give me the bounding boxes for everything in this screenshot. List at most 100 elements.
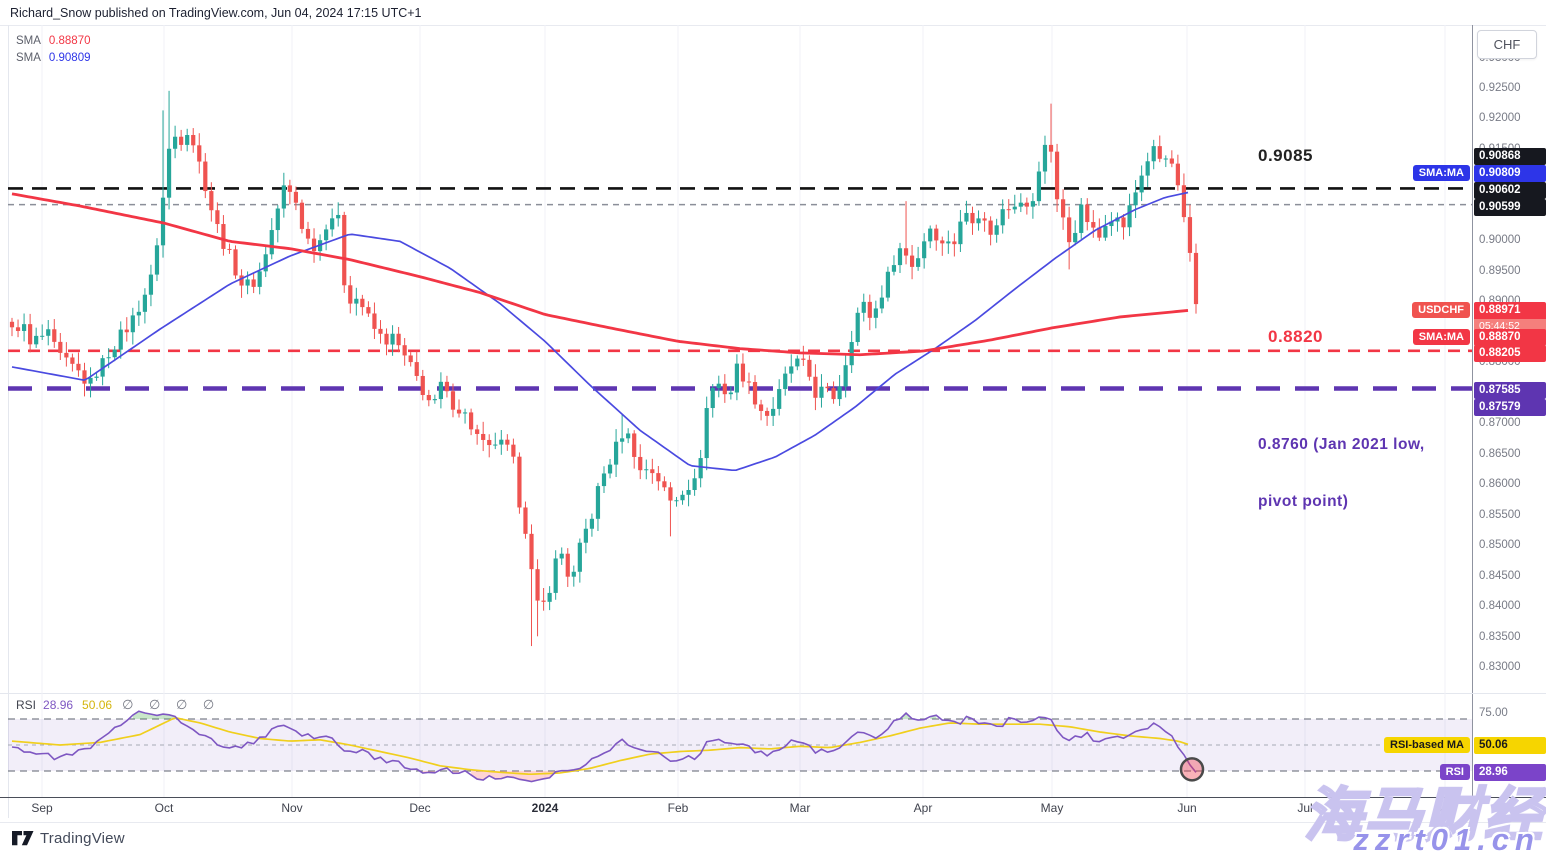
candle xyxy=(1006,209,1011,211)
time-axis-label-Aug: Aug xyxy=(1434,801,1456,815)
candle xyxy=(1067,217,1072,243)
candle xyxy=(1073,232,1078,243)
tradingview-logo-icon xyxy=(12,831,34,846)
candle xyxy=(613,441,619,465)
candle xyxy=(420,375,425,396)
price-tick: 0.89500 xyxy=(1479,264,1521,277)
price-tick: 0.87000 xyxy=(1479,417,1521,430)
axis-tag-RSI: RSI xyxy=(1439,764,1470,780)
candle xyxy=(837,386,842,400)
candle xyxy=(245,279,250,286)
candle xyxy=(752,382,758,405)
candle xyxy=(535,569,540,601)
candle xyxy=(1127,205,1132,228)
candle xyxy=(354,298,359,304)
candle xyxy=(777,389,782,409)
candle xyxy=(70,357,75,364)
candle xyxy=(142,294,147,312)
RSI-badge-28.96: 28.96 xyxy=(1474,764,1546,781)
candle xyxy=(305,228,311,239)
candle xyxy=(547,592,552,602)
candle xyxy=(909,255,915,267)
badge-0.87579[interactable]: 0.87579 xyxy=(1474,399,1546,416)
axis-tag-RSI-based MA: RSI-based MA xyxy=(1384,737,1470,753)
candle xyxy=(529,533,534,570)
candle xyxy=(1048,144,1054,152)
candle xyxy=(928,228,933,242)
SMA:MA-badge-0.88870[interactable]: 0.88870 xyxy=(1474,329,1546,346)
candle xyxy=(783,373,788,390)
candle xyxy=(499,439,504,445)
candle xyxy=(372,313,377,329)
rsi-overbought-fill xyxy=(900,713,913,719)
rsi-line xyxy=(11,710,1197,783)
candle xyxy=(722,383,727,395)
candle xyxy=(106,357,111,359)
candle xyxy=(136,311,141,316)
badge-0.90602[interactable]: 0.90602 xyxy=(1474,182,1546,199)
candle xyxy=(154,245,160,275)
candle xyxy=(1121,217,1126,228)
candle xyxy=(511,444,516,457)
currency-toggle-button[interactable]: CHF xyxy=(1477,30,1537,59)
candle xyxy=(1097,227,1102,238)
candle xyxy=(946,241,951,244)
candle xyxy=(861,301,866,313)
badge-0.87585[interactable]: 0.87585 xyxy=(1474,382,1546,399)
badge-0.90868[interactable]: 0.90868 xyxy=(1474,148,1546,165)
time-axis-label-Jun: Jun xyxy=(1177,801,1197,815)
candle xyxy=(1187,217,1193,253)
candle xyxy=(891,265,897,272)
price-tick: 0.84000 xyxy=(1479,600,1521,613)
candle xyxy=(148,274,154,295)
price-tick: 0.86500 xyxy=(1479,447,1521,460)
candle xyxy=(124,329,129,333)
legend-sma-fast: SMA 0.90809 xyxy=(16,52,91,64)
SMA:MA-badge-0.90809[interactable]: 0.90809 xyxy=(1474,165,1546,182)
candle xyxy=(118,329,123,350)
candle xyxy=(879,297,884,309)
candle xyxy=(686,490,691,495)
candle xyxy=(179,136,184,145)
price-tick: 0.83500 xyxy=(1479,630,1521,643)
candle xyxy=(1193,252,1199,305)
candle xyxy=(185,135,190,145)
candle xyxy=(209,191,214,211)
badge-0.90599[interactable]: 0.90599 xyxy=(1474,199,1546,216)
candle xyxy=(662,481,667,488)
candle xyxy=(360,298,365,308)
candle xyxy=(348,285,353,304)
candle xyxy=(795,358,800,367)
candle xyxy=(299,202,305,229)
tradingview-logo[interactable]: TradingView xyxy=(12,830,125,847)
candle xyxy=(293,191,299,203)
candle xyxy=(269,230,274,255)
candle xyxy=(758,404,764,411)
candle xyxy=(40,335,45,337)
price-tick: 0.85500 xyxy=(1479,508,1521,521)
candle xyxy=(76,363,81,371)
badge-0.88205[interactable]: 0.88205 xyxy=(1474,345,1546,362)
badge-value: 0.88971 xyxy=(1479,304,1521,316)
candle xyxy=(710,388,715,409)
candle xyxy=(674,500,679,502)
candle xyxy=(221,224,226,249)
rsi-oversold-marker-circle[interactable] xyxy=(1179,757,1205,782)
candle xyxy=(517,456,522,508)
candle xyxy=(746,381,752,383)
candle xyxy=(15,327,21,331)
candle xyxy=(1030,201,1035,207)
candle xyxy=(166,148,172,198)
candle xyxy=(982,218,987,221)
candle xyxy=(813,376,818,398)
candle xyxy=(191,135,196,146)
rsi-tick: 75.00 xyxy=(1479,706,1508,719)
candle xyxy=(1181,185,1187,218)
candle xyxy=(281,185,286,209)
price-tick: 0.85000 xyxy=(1479,539,1521,552)
candle xyxy=(819,386,824,398)
candle xyxy=(644,469,649,471)
time-axis-label-Apr: Apr xyxy=(913,801,933,815)
price-tick: 0.83000 xyxy=(1479,661,1521,673)
